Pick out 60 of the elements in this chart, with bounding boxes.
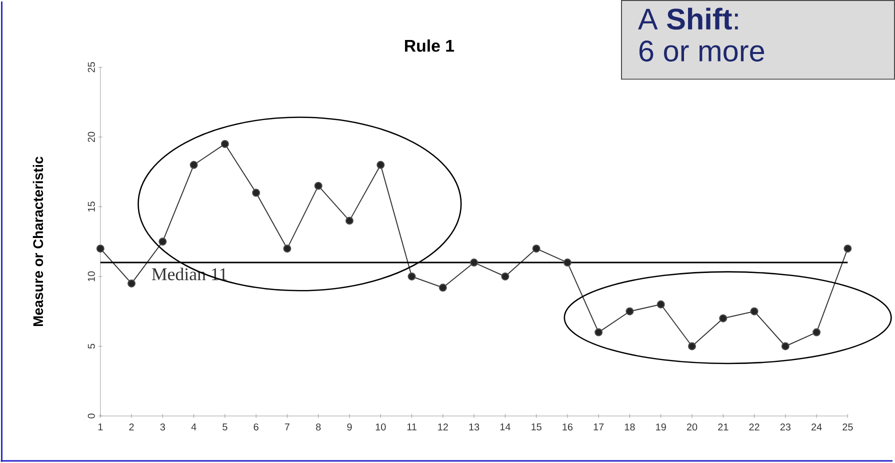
x-tick-label: 4: [191, 424, 196, 431]
point: [781, 342, 790, 350]
x-tick-label: 3: [160, 424, 165, 431]
point: [656, 300, 665, 309]
point: [408, 272, 416, 281]
x-tick-label: 7: [284, 424, 290, 431]
chart-title: Rule 1: [405, 40, 454, 52]
y-tick-label: 25: [88, 62, 95, 72]
x-tick-label: 16: [562, 424, 573, 431]
y-tick-label: 15: [88, 202, 95, 212]
x-tick-label: 19: [656, 424, 666, 431]
point: [376, 161, 385, 170]
x-tick-label: 5: [222, 424, 228, 431]
x-tick-label: 6: [254, 424, 258, 431]
point: [283, 244, 292, 253]
x-tick-label: 24: [812, 424, 822, 431]
x-tick-label: 14: [500, 424, 510, 431]
x-tick-label: 10: [376, 424, 386, 431]
point: [128, 280, 136, 288]
text: A Shift:: [638, 8, 738, 30]
x-tick-label: 21: [718, 424, 728, 431]
x-tick-label: 2: [129, 424, 134, 431]
x-tick-label: 20: [686, 424, 698, 431]
point: [532, 244, 540, 253]
point: [626, 308, 634, 316]
x-tick-label: 8: [316, 424, 321, 431]
y-axis-title: Measure or Characteristic: [32, 156, 44, 326]
point: [750, 308, 758, 316]
y-tick-label: 5: [88, 344, 95, 349]
point: [96, 244, 104, 253]
x-tick-label: 18: [624, 424, 635, 431]
point: [220, 140, 229, 148]
y-tick-label: 10: [88, 272, 95, 282]
x-tick-label: 25: [842, 424, 853, 431]
point: [812, 328, 821, 336]
text: 6 or more: [639, 40, 764, 62]
x-tick-label: 17: [594, 424, 604, 431]
point: [594, 328, 603, 336]
x-tick-label: 11: [407, 424, 416, 431]
x-tick-label: 13: [469, 424, 480, 431]
point: [719, 314, 728, 323]
y-tick-label: 0: [88, 414, 95, 419]
point: [252, 189, 260, 197]
point: [190, 161, 198, 170]
y-tick-label: 20: [88, 132, 95, 142]
x-tick-label: 23: [780, 424, 790, 431]
point: [470, 258, 478, 267]
x-tick-label: 22: [749, 424, 760, 431]
x-tick-label: 1: [98, 424, 103, 431]
point: [844, 244, 852, 253]
point: [314, 182, 322, 190]
x-tick-label: 12: [438, 424, 448, 431]
point: [438, 284, 447, 292]
point: [563, 258, 572, 267]
x-tick-label: 9: [347, 424, 352, 431]
x-tick-label: 15: [532, 424, 542, 431]
point: [501, 272, 510, 281]
point: [688, 342, 696, 350]
point: [158, 238, 167, 246]
point: [346, 216, 354, 225]
